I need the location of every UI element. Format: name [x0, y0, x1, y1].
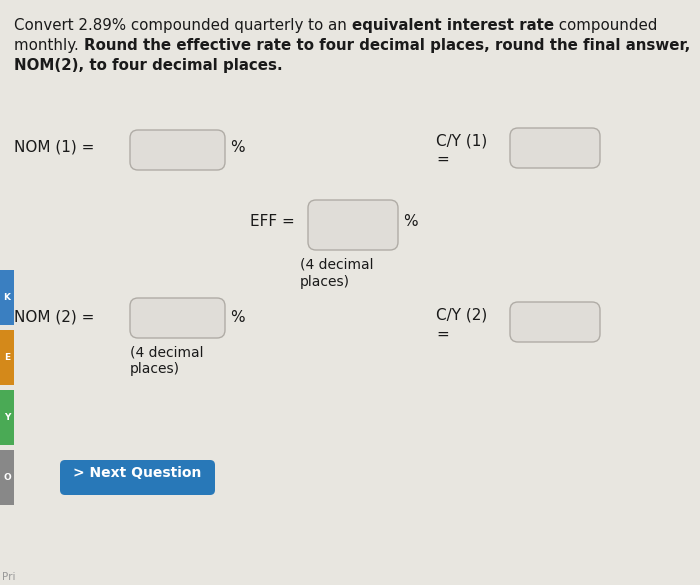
Text: =: = — [436, 327, 449, 342]
FancyBboxPatch shape — [130, 298, 225, 338]
Text: EFF =: EFF = — [250, 214, 295, 229]
Text: monthly.: monthly. — [14, 38, 83, 53]
Bar — [0, 390, 14, 445]
Text: Convert 2.89% compounded quarterly to an: Convert 2.89% compounded quarterly to an — [14, 18, 351, 33]
Text: =: = — [436, 152, 449, 167]
Text: places): places) — [130, 362, 180, 376]
Bar — [0, 330, 14, 385]
Text: > Next Question: > Next Question — [74, 466, 202, 480]
Text: NOM (2) =: NOM (2) = — [14, 310, 94, 325]
Bar — [0, 450, 14, 505]
Text: NOM(2), to four decimal places.: NOM(2), to four decimal places. — [14, 58, 283, 73]
Text: E: E — [4, 353, 10, 362]
Text: C/Y (2): C/Y (2) — [436, 308, 487, 323]
Text: Y: Y — [4, 413, 10, 422]
Text: O: O — [3, 473, 11, 482]
Text: equivalent interest rate: equivalent interest rate — [351, 18, 554, 33]
FancyBboxPatch shape — [510, 128, 600, 168]
Text: NOM (1) =: NOM (1) = — [14, 140, 94, 155]
Text: C/Y (1): C/Y (1) — [436, 133, 487, 148]
Text: (4 decimal: (4 decimal — [300, 258, 374, 272]
Text: K: K — [4, 293, 10, 302]
Text: Round the effective rate to four decimal places, round the final answer,: Round the effective rate to four decimal… — [83, 38, 690, 53]
Bar — [0, 270, 14, 325]
Text: (4 decimal: (4 decimal — [130, 345, 204, 359]
Text: Pri: Pri — [2, 572, 15, 582]
Text: %: % — [403, 214, 418, 229]
Text: %: % — [230, 310, 244, 325]
Text: %: % — [230, 140, 244, 155]
Text: compounded: compounded — [554, 18, 657, 33]
FancyBboxPatch shape — [308, 200, 398, 250]
FancyBboxPatch shape — [510, 302, 600, 342]
FancyBboxPatch shape — [60, 460, 215, 495]
FancyBboxPatch shape — [130, 130, 225, 170]
Text: places): places) — [300, 275, 350, 289]
